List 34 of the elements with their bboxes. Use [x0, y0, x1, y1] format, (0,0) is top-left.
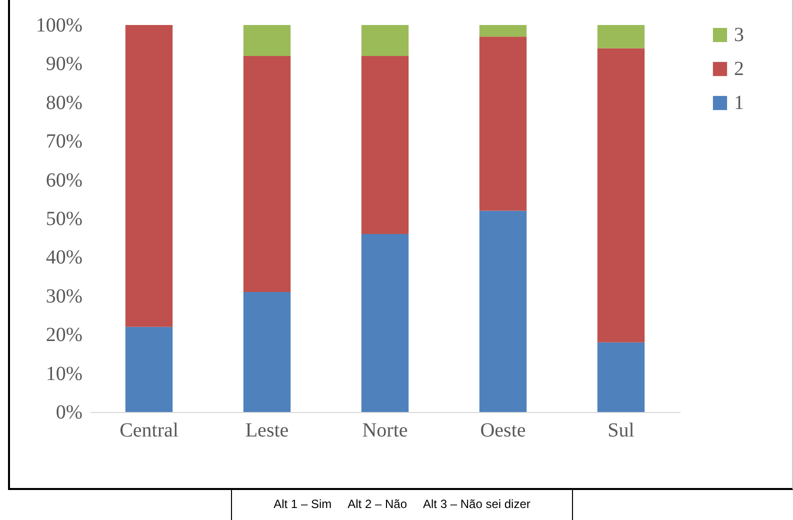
legend-label: 1 — [734, 92, 744, 114]
y-tick-label: 0% — [56, 402, 82, 424]
bar — [243, 25, 291, 56]
bar — [125, 25, 173, 327]
bar — [479, 36, 527, 211]
bar — [361, 234, 409, 412]
y-tick-label: 20% — [46, 324, 82, 346]
bar — [597, 48, 645, 342]
x-tick-label: Oeste — [480, 420, 526, 442]
bar — [597, 342, 645, 412]
legend-label: 2 — [734, 58, 744, 80]
y-tick-label: 10% — [46, 362, 82, 385]
x-tick-label: Central — [120, 420, 179, 442]
y-tick-label: 60% — [46, 169, 82, 192]
y-tick-label: 80% — [46, 92, 82, 114]
y-tick-label: 90% — [46, 53, 82, 76]
x-tick-label: Sul — [608, 420, 635, 442]
bar — [243, 56, 291, 292]
bar — [243, 292, 291, 412]
bar — [361, 25, 409, 56]
y-tick-label: 70% — [46, 130, 82, 153]
y-tick-label: 30% — [46, 285, 82, 308]
x-tick-label: Norte — [362, 420, 408, 442]
x-tick-label: Leste — [245, 420, 289, 442]
bar — [361, 56, 409, 234]
legend-label: 3 — [734, 24, 744, 46]
y-tick-label: 100% — [36, 14, 82, 36]
y-tick-label: 50% — [46, 208, 82, 230]
bar — [479, 210, 527, 412]
y-tick-label: 40% — [46, 246, 82, 269]
text: Alt 1 – Sim Alt 2 – Não Alt 3 – Não sei dizer — [231, 489, 573, 520]
bar — [597, 25, 645, 48]
bar — [125, 326, 173, 412]
bar — [479, 25, 527, 37]
